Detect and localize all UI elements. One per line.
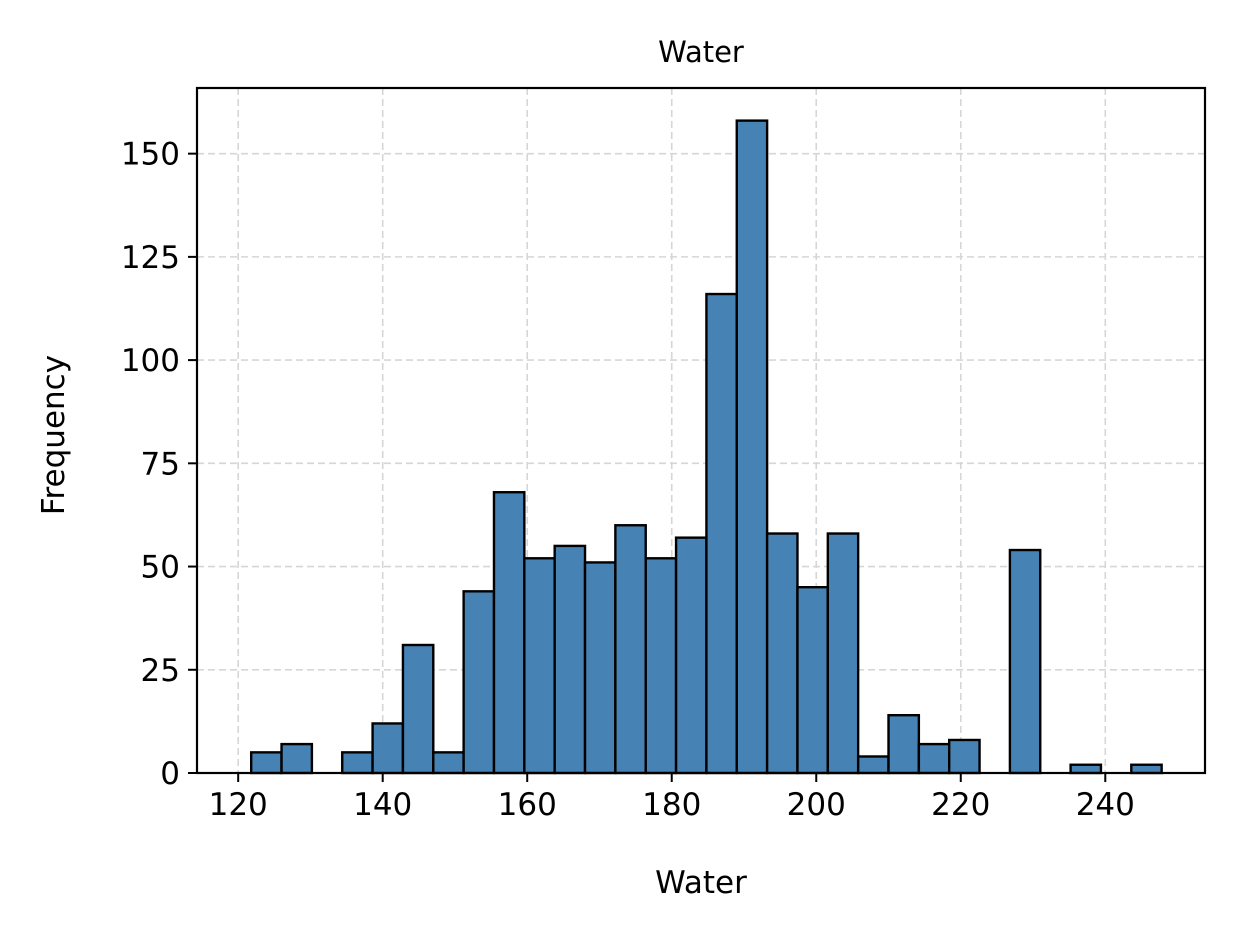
histogram-bar — [826, 532, 860, 775]
histogram-bar — [674, 536, 708, 775]
histogram-bar — [705, 292, 738, 775]
x-axis-title: Water — [655, 865, 747, 901]
y-axis-title: Frequency — [36, 355, 72, 515]
histogram-bar — [948, 738, 981, 775]
histogram-bar — [249, 751, 283, 775]
histogram-bar — [735, 119, 769, 775]
histogram-bar — [856, 755, 890, 775]
y-tick-label: 100 — [121, 343, 180, 379]
histogram-bars — [249, 119, 1163, 775]
histogram-bar — [614, 524, 647, 775]
x-tick-label: 240 — [1076, 787, 1135, 823]
chart-title: Water — [658, 35, 744, 69]
histogram-bar — [1069, 763, 1103, 775]
histogram-bar — [553, 544, 587, 775]
histogram-bar — [432, 751, 465, 775]
plot-frame — [195, 86, 1207, 775]
y-tick-label: 0 — [160, 756, 180, 792]
x-tick-label: 160 — [498, 787, 557, 823]
y-tick-label: 50 — [141, 550, 180, 586]
histogram-bar — [341, 751, 374, 775]
histogram-bar — [462, 590, 496, 775]
x-tick-label: 220 — [931, 787, 990, 823]
x-tick-label: 200 — [787, 787, 846, 823]
histogram-bar — [371, 722, 405, 775]
x-tick-label: 120 — [209, 787, 268, 823]
histogram-bar — [796, 585, 830, 775]
histogram-bar — [1130, 763, 1163, 775]
axis-ticks: 120 140 160 180 200 220 240 0 25 50 75 100 125 150 — [121, 137, 1135, 823]
histogram-bar — [401, 643, 435, 775]
y-tick-label: 150 — [121, 137, 180, 173]
histogram-bar — [644, 557, 678, 775]
x-tick-label: 180 — [642, 787, 701, 823]
y-tick-label: 75 — [141, 446, 180, 482]
histogram-bar — [280, 742, 314, 775]
histogram-bar — [917, 742, 951, 775]
histogram-bar — [887, 713, 921, 775]
y-tick-label: 25 — [141, 653, 180, 689]
x-tick-label: 140 — [353, 787, 412, 823]
histogram-bar — [523, 557, 556, 775]
histogram-bar — [765, 532, 799, 775]
y-tick-label: 125 — [121, 240, 180, 276]
histogram-bar — [1008, 548, 1042, 775]
histogram-bar — [492, 491, 526, 775]
histogram-bar — [583, 561, 617, 775]
